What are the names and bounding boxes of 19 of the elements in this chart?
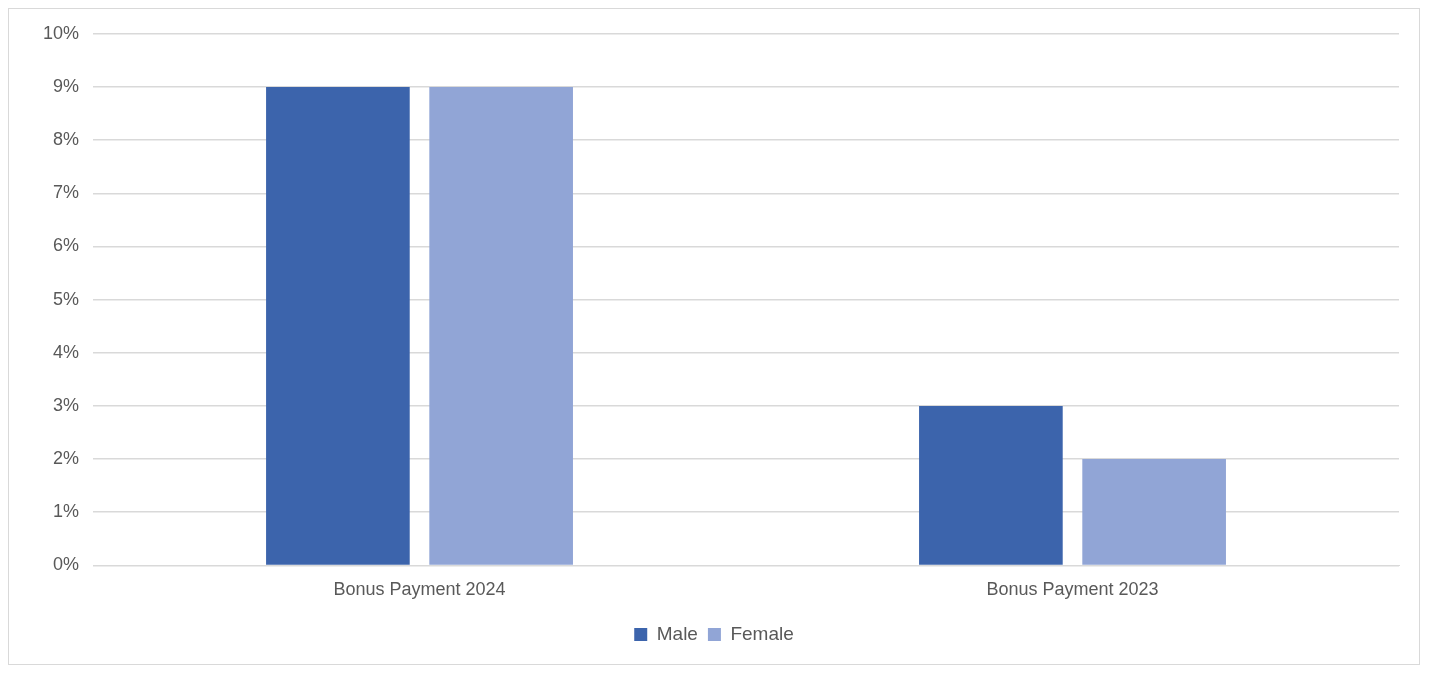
legend-label: Male (656, 622, 698, 644)
x-tick-label: Bonus Payment 2024 (333, 579, 506, 600)
legend-label: Female (730, 622, 794, 644)
y-tick-label: 3% (53, 394, 80, 415)
y-tick-label: 9% (53, 75, 80, 96)
y-tick-label: 7% (53, 182, 80, 203)
x-tick-label: Bonus Payment 2023 (986, 579, 1159, 600)
bar (919, 405, 1063, 565)
y-tick-label: 8% (53, 129, 80, 150)
bar (1082, 459, 1226, 565)
y-tick-label: 5% (53, 288, 80, 309)
y-tick-label: 10% (43, 22, 80, 43)
y-tick-label: 4% (53, 341, 80, 362)
y-tick-label: 0% (53, 554, 80, 575)
y-tick-label: 1% (53, 501, 80, 522)
y-tick-label: 2% (53, 448, 80, 469)
bar (266, 86, 410, 565)
y-tick-label: 6% (53, 235, 80, 256)
bar (429, 86, 573, 565)
